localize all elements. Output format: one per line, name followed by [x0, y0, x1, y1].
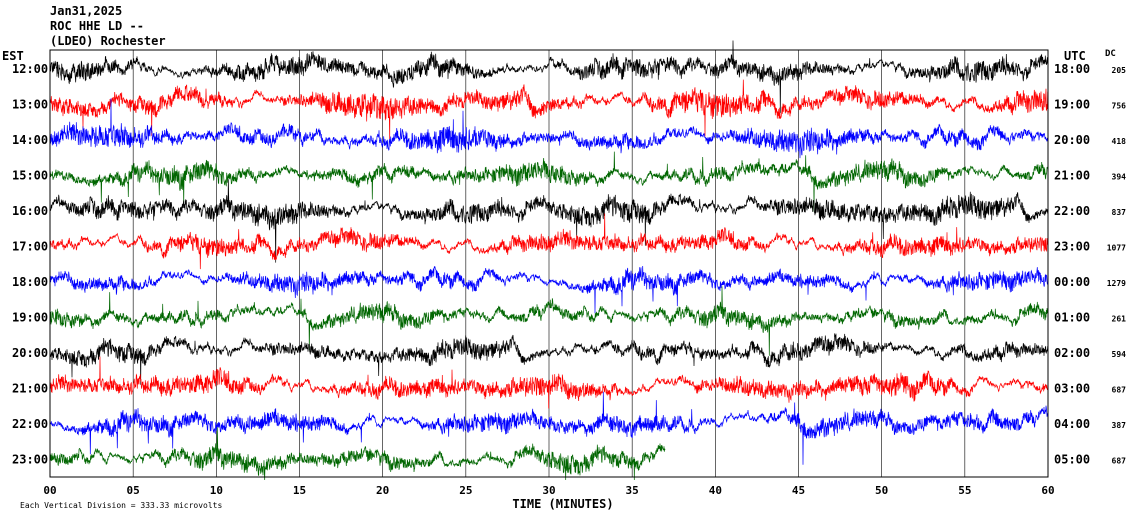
- trace-2300: [49, 427, 666, 481]
- utc-label-0100: 01:00: [1054, 311, 1090, 325]
- utc-label-2300: 23:00: [1054, 240, 1090, 254]
- est-label-1200: 12:00: [12, 62, 48, 76]
- x-axis-title: TIME (MINUTES): [512, 497, 613, 511]
- dc-value-2: 418: [1112, 137, 1127, 146]
- x-tick-label-00: 00: [43, 484, 56, 497]
- trace-1200: [49, 40, 1049, 114]
- utc-label-1800: 18:00: [1054, 62, 1090, 76]
- trace-1400: [49, 98, 1049, 159]
- utc-label-2200: 22:00: [1054, 204, 1090, 218]
- est-label-2200: 22:00: [12, 417, 48, 431]
- trace-1900: [49, 286, 1049, 356]
- dc-value-0: 205: [1112, 66, 1127, 75]
- x-tick-label-15: 15: [293, 484, 306, 497]
- x-tick-labels: 00 05 10 15 20 25 30 35 40 45 50 55 60: [43, 484, 1054, 497]
- est-axis-label: EST: [2, 49, 24, 63]
- x-tick-label-35: 35: [626, 484, 639, 497]
- est-label-1800: 18:00: [12, 275, 48, 289]
- est-label-1600: 16:00: [12, 204, 48, 218]
- trace-2000: [49, 333, 1049, 385]
- seismic-traces: [49, 40, 1049, 481]
- dc-values: 205 756 418 394 837 1077 1279 261 594 687 387 687: [1107, 66, 1126, 466]
- dc-value-8: 594: [1112, 350, 1127, 359]
- x-tick-label-10: 10: [210, 484, 223, 497]
- x-tick-label-20: 20: [376, 484, 389, 497]
- dc-value-9: 687: [1112, 386, 1127, 395]
- dc-value-4: 837: [1112, 208, 1127, 217]
- trace-1700: [49, 213, 1049, 270]
- grid-lines: [132, 50, 966, 477]
- trace-2200: [49, 391, 1049, 465]
- x-tick-label-60: 60: [1041, 484, 1054, 497]
- utc-axis-label: UTC: [1064, 49, 1086, 63]
- utc-label-0200: 02:00: [1054, 346, 1090, 360]
- utc-label-0500: 05:00: [1054, 453, 1090, 467]
- x-tick-label-50: 50: [875, 484, 888, 497]
- chart-date: Jan31,2025: [50, 4, 122, 18]
- utc-label-1900: 19:00: [1054, 98, 1090, 112]
- x-tick-label-55: 55: [958, 484, 971, 497]
- est-label-1400: 14:00: [12, 133, 48, 147]
- x-tick-label-45: 45: [792, 484, 805, 497]
- dc-value-10: 387: [1112, 421, 1127, 430]
- est-tick-labels: 12:00 13:00 14:00 15:00 16:00 17:00 18:00 19:00…: [12, 62, 48, 467]
- station-label: (LDEO) Rochester: [50, 34, 166, 48]
- est-label-1500: 15:00: [12, 169, 48, 183]
- utc-label-2000: 20:00: [1054, 133, 1090, 147]
- x-tick-label-25: 25: [459, 484, 472, 497]
- est-label-2000: 20:00: [12, 346, 48, 360]
- dc-axis-label: DC: [1105, 49, 1116, 59]
- trace-2100: [49, 356, 1049, 409]
- x-tick-label-30: 30: [542, 484, 555, 497]
- x-tick-label-40: 40: [709, 484, 722, 497]
- est-label-1900: 19:00: [12, 311, 48, 325]
- plot-frame: [49, 49, 1049, 478]
- utc-label-2100: 21:00: [1054, 169, 1090, 183]
- dc-value-1: 756: [1112, 102, 1127, 111]
- trace-1500: [49, 151, 1049, 212]
- channel-label: ROC HHE LD --: [50, 19, 144, 33]
- dc-value-6: 1279: [1107, 279, 1126, 288]
- x-tick-label-05: 05: [127, 484, 140, 497]
- est-label-2100: 21:00: [12, 382, 48, 396]
- dc-value-5: 1077: [1107, 244, 1126, 253]
- dc-value-3: 394: [1112, 173, 1127, 182]
- dc-value-11: 687: [1112, 457, 1127, 466]
- est-label-1700: 17:00: [12, 240, 48, 254]
- utc-label-0400: 04:00: [1054, 417, 1090, 431]
- trace-1600: [49, 179, 1049, 263]
- trace-1300: [49, 79, 1049, 140]
- utc-tick-labels: 18:00 19:00 20:00 21:00 22:00 23:00 00:00 01:00…: [1054, 62, 1090, 467]
- est-label-1300: 13:00: [12, 98, 48, 112]
- est-label-2300: 23:00: [12, 453, 48, 467]
- dc-value-7: 261: [1112, 315, 1127, 324]
- vertical-division-note: Each Vertical Division = 333.33 microvol…: [20, 501, 222, 510]
- utc-label-0300: 03:00: [1054, 382, 1090, 396]
- utc-label-0000: 00:00: [1054, 275, 1090, 289]
- trace-1800: [49, 265, 1049, 314]
